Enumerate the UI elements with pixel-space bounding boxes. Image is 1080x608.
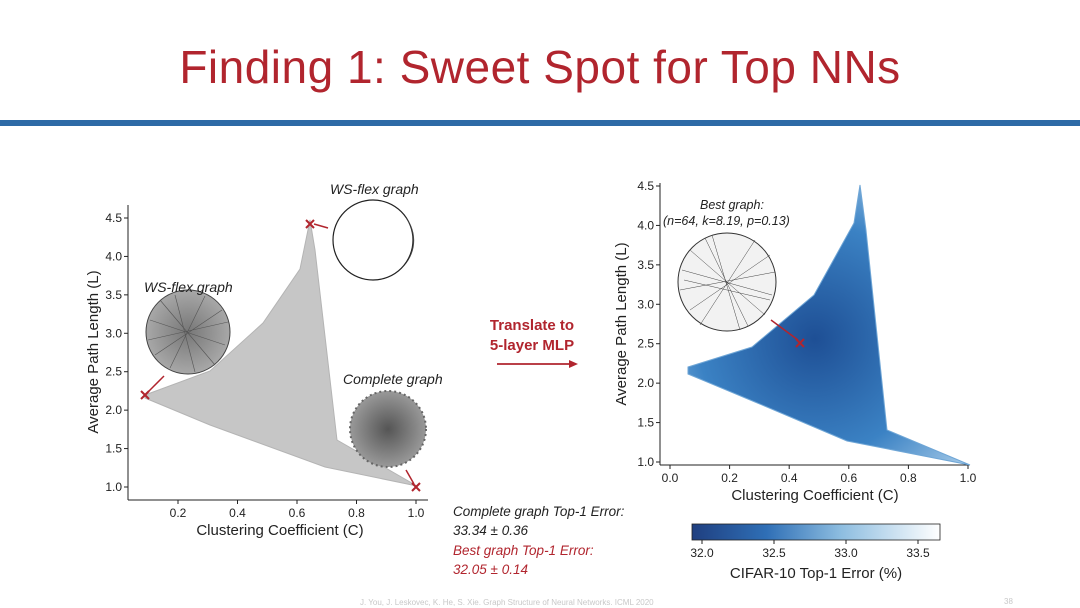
colorbar: 32.0 32.5 33.0 33.5 CIFAR-10 Top-1 Error (%…	[690, 523, 941, 582]
complete-graph-illustration	[349, 390, 427, 468]
left-y-tick-label-0: 1.0	[105, 480, 122, 494]
right-x-tick-label-0: 0.0	[662, 471, 679, 485]
complete-graph-error-label: Complete graph Top-1 Error:	[453, 504, 625, 519]
annotation-ws-flex-top: WS-flex graph	[330, 181, 419, 197]
left-y-tick-label-7: 4.5	[105, 211, 122, 225]
right-x-tick-label-2: 0.4	[781, 471, 798, 485]
left-x-axis-label: Clustering Coefficient (C)	[196, 522, 363, 539]
left-y-tick-label-4: 3.0	[105, 326, 122, 340]
left-marker-complete	[411, 482, 421, 492]
arrow-ws-top	[313, 223, 329, 229]
left-y-axis-label: Average Path Length (L)	[85, 270, 102, 433]
slide-title: Finding 1: Sweet Spot for Top NNs	[179, 41, 901, 93]
annotation-ws-flex-left: WS-flex graph	[144, 279, 233, 295]
colorbar-tick-label-1: 32.5	[762, 546, 786, 560]
left-y-tick-label-3: 2.5	[105, 365, 122, 379]
colorbar-tick-label-2: 33.0	[834, 546, 858, 560]
left-y-tick-label-1: 1.5	[105, 442, 122, 456]
colorbar-tick-label-0: 32.0	[690, 546, 714, 560]
left-marker-ws-left	[140, 390, 150, 400]
right-y-tick-label-1: 1.5	[637, 416, 654, 430]
colorbar-ticks: 32.0 32.5 33.0 33.5	[690, 540, 930, 560]
annotation-complete-graph: Complete graph	[343, 371, 443, 387]
best-graph-title: Best graph:	[700, 198, 764, 212]
right-x-ticks: 0.0 0.2 0.4 0.6 0.8 1.0	[662, 465, 977, 485]
right-plot: 1.0 1.5 2.0 2.5 3.0 3.5 4.0 4.5 0.0 0.2 0.4 0.6 0.8…	[613, 179, 977, 504]
right-y-tick-label-6: 4.0	[637, 218, 654, 232]
left-y-tick-label-2: 2.0	[105, 403, 122, 417]
left-scatter-region	[144, 219, 418, 487]
colorbar-gradient	[691, 523, 941, 541]
left-x-tick-label-4: 1.0	[408, 506, 425, 520]
right-y-ticks: 1.0 1.5 2.0 2.5 3.0 3.5 4.0 4.5	[637, 179, 660, 469]
ws-flex-graph-top-illustration	[332, 199, 415, 281]
best-graph-params: (n=64, k=8.19, p=0.13)	[663, 214, 790, 228]
right-x-tick-label-5: 1.0	[960, 471, 977, 485]
colorbar-label: CIFAR-10 Top-1 Error (%)	[730, 565, 902, 582]
arrow-ws-left	[147, 375, 165, 393]
translate-label: Translate to 5-layer MLP	[472, 316, 592, 356]
right-y-axis-label: Average Path Length (L)	[613, 242, 630, 405]
right-x-tick-label-3: 0.6	[840, 471, 857, 485]
right-scatter-region	[687, 184, 971, 466]
complete-graph-error-value: 33.34 ± 0.36	[453, 523, 528, 538]
left-x-ticks: 0.2 0.4 0.6 0.8 1.0	[170, 500, 425, 520]
right-y-tick-label-4: 3.0	[637, 297, 654, 311]
left-y-ticks: 1.0 1.5 2.0 2.5 3.0 3.5 4.0 4.5	[105, 211, 128, 494]
left-x-tick-label-0: 0.2	[170, 506, 187, 520]
colorbar-tick-label-3: 33.5	[906, 546, 930, 560]
right-y-tick-label-7: 4.5	[637, 179, 654, 193]
translate-arrow-head	[569, 360, 578, 368]
left-y-tick-label-5: 3.5	[105, 288, 122, 302]
right-marker-best	[795, 338, 805, 348]
arrow-complete	[405, 469, 415, 485]
right-x-axis-label: Clustering Coefficient (C)	[731, 487, 898, 504]
title-divider	[0, 120, 1080, 126]
translate-line-2: 5-layer MLP	[489, 337, 575, 354]
best-graph-error-value: 32.05 ± 0.14	[453, 562, 528, 577]
best-graph-error-label: Best graph Top-1 Error:	[453, 543, 594, 558]
left-marker-ws-top	[305, 219, 315, 229]
right-x-tick-label-1: 0.2	[721, 471, 738, 485]
right-y-tick-label-0: 1.0	[637, 455, 654, 469]
left-x-tick-label-1: 0.4	[229, 506, 246, 520]
translate-line-1: Translate to	[489, 317, 575, 334]
right-y-tick-label-5: 3.5	[637, 258, 654, 272]
arrow-best-graph	[770, 319, 799, 341]
citation: J. You, J. Leskovec, K. He, S. Xie. Grap…	[360, 598, 654, 607]
right-x-tick-label-4: 0.8	[900, 471, 917, 485]
left-x-tick-label-2: 0.6	[289, 506, 306, 520]
right-y-tick-label-3: 2.5	[637, 337, 654, 351]
left-x-tick-label-3: 0.8	[348, 506, 365, 520]
ws-flex-graph-left-illustration	[145, 289, 231, 375]
best-graph-illustration	[677, 232, 777, 332]
left-plot: 1.0 1.5 2.0 2.5 3.0 3.5 4.0 4.5 0.2 0.4 0.6 0.8 1.0	[85, 199, 428, 539]
right-y-tick-label-2: 2.0	[637, 376, 654, 390]
left-y-tick-label-6: 4.0	[105, 249, 122, 263]
page-number: 38	[1004, 597, 1013, 606]
